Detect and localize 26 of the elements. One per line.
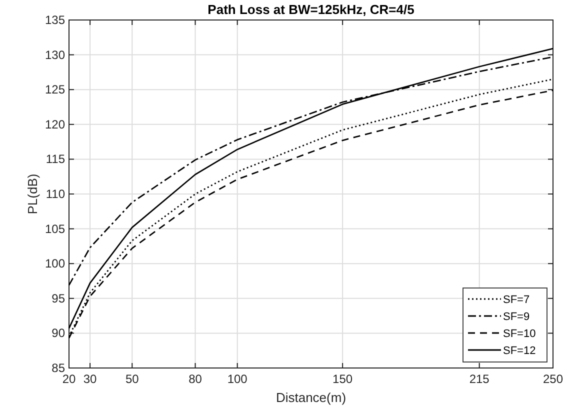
y-axis-title: PL(dB) [25, 174, 40, 214]
legend-label: SF=7 [503, 294, 530, 306]
x-tick-label: 250 [542, 372, 564, 386]
y-tick-label: 135 [44, 13, 66, 27]
y-tick-label: 115 [46, 152, 66, 166]
x-tick-label: 50 [125, 372, 140, 386]
y-tick-label: 130 [44, 48, 66, 62]
legend-label: SF=12 [503, 345, 536, 357]
y-tick-label: 125 [44, 82, 66, 97]
y-tick-label: 110 [46, 187, 66, 201]
legend-label: SF=9 [503, 311, 530, 323]
x-axis-title: Distance(m) [276, 390, 346, 405]
y-tick-label: 120 [44, 117, 66, 132]
x-tick-label: 80 [188, 372, 202, 386]
y-tick-label: 100 [44, 256, 66, 271]
x-tick-label: 20 [62, 372, 76, 386]
x-tick-label: 30 [83, 372, 98, 386]
y-tick-label: 90 [52, 326, 66, 340]
x-tick-label: 100 [227, 372, 248, 386]
y-tick-label: 95 [52, 291, 66, 306]
x-tick-label: 150 [332, 372, 353, 386]
legend-label: SF=10 [503, 328, 536, 340]
chart-title: Path Loss at BW=125kHz, CR=4/5 [208, 2, 414, 17]
y-tick-label: 105 [44, 222, 66, 236]
x-tick-label: 215 [469, 372, 490, 386]
y-tick-label: 85 [52, 361, 66, 375]
